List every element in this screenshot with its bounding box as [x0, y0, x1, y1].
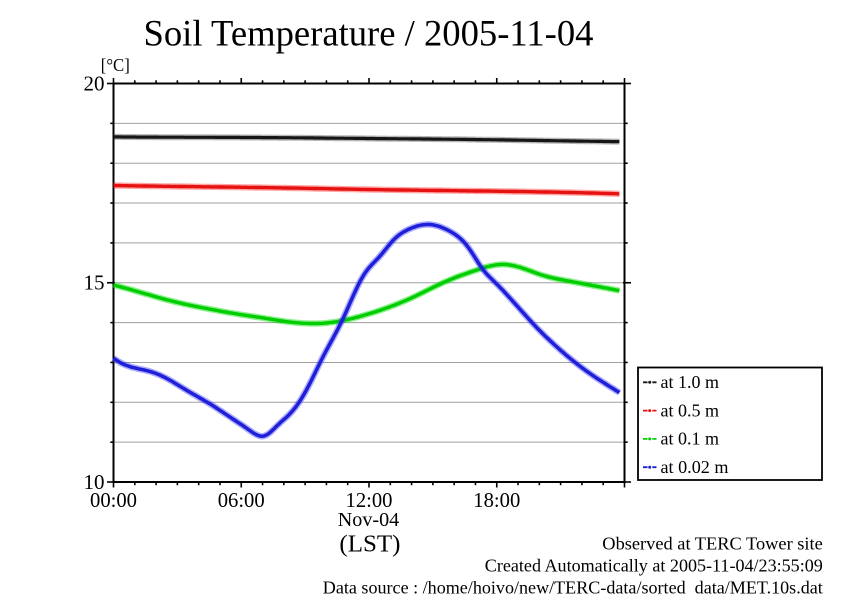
svg-text:at 0.02 m: at 0.02 m: [661, 457, 729, 477]
svg-text:18:00: 18:00: [473, 488, 520, 512]
svg-text:Observed at TERC Tower site: Observed at TERC Tower site: [602, 533, 823, 553]
svg-text:00:00: 00:00: [90, 488, 137, 512]
svg-text:06:00: 06:00: [218, 488, 265, 512]
svg-text:15: 15: [84, 271, 105, 295]
svg-text:Nov-04: Nov-04: [338, 510, 400, 531]
svg-text:10: 10: [84, 470, 105, 494]
svg-text:(LST): (LST): [339, 531, 400, 558]
svg-text:Soil Temperature / 2005-11-04: Soil Temperature / 2005-11-04: [144, 14, 594, 55]
svg-text:20: 20: [84, 71, 105, 95]
svg-text:at 0.1 m: at 0.1 m: [661, 429, 720, 449]
svg-text:Data source : /home/hoivo/new/: Data source : /home/hoivo/new/TERC-data/…: [323, 577, 823, 595]
svg-text:Created Automatically at 2005-: Created Automatically at 2005-11-04/23:5…: [485, 556, 823, 576]
svg-text:[°C]: [°C]: [101, 55, 130, 75]
svg-text:at 0.5 m: at 0.5 m: [661, 400, 720, 420]
svg-text:at 1.0 m: at 1.0 m: [661, 372, 720, 392]
svg-text:12:00: 12:00: [346, 488, 393, 512]
